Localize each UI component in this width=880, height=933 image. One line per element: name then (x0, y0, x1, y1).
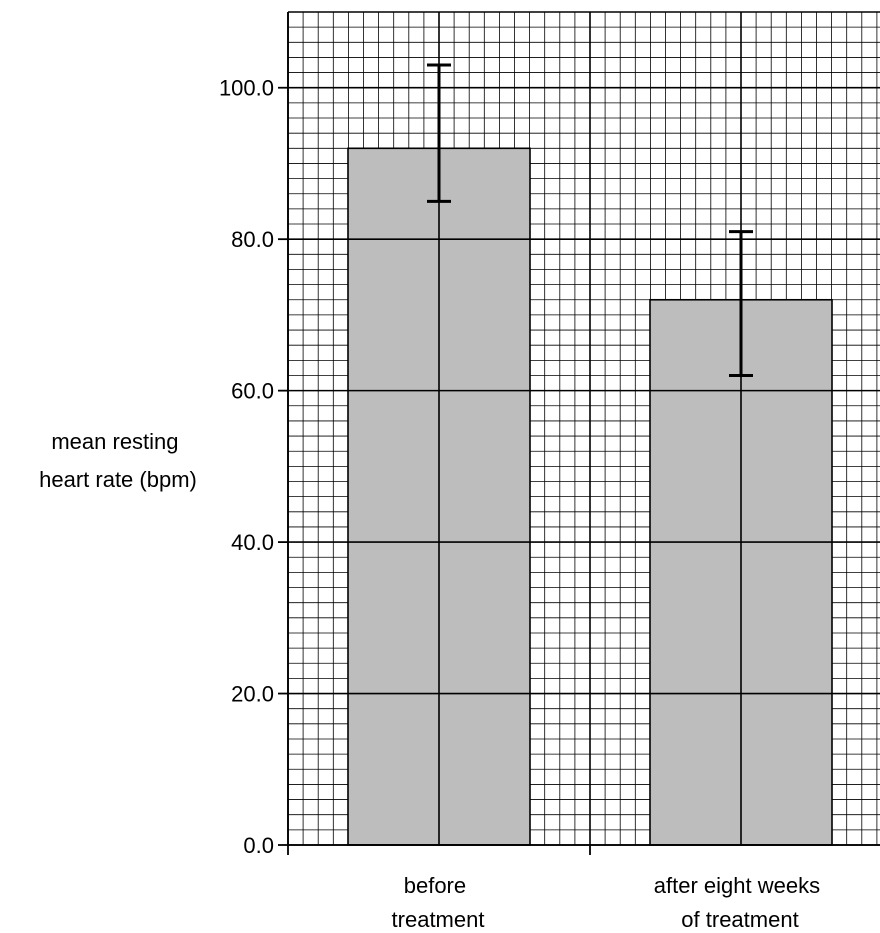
y-tick-label: 40.0 (231, 530, 274, 555)
category-label-line: treatment (392, 907, 485, 932)
y-tick-label: 80.0 (231, 227, 274, 252)
y-axis-label-line-2: heart rate (bpm) (39, 467, 197, 492)
category-label-line: of treatment (681, 907, 798, 932)
category-label-before: before treatment (392, 873, 485, 932)
category-label-after: after eight weeks of treatment (654, 873, 826, 932)
y-tick-label: 20.0 (231, 682, 274, 707)
y-tick-label: 100.0 (219, 76, 274, 101)
category-label-line: before (404, 873, 466, 898)
axes (278, 12, 880, 855)
y-axis-label: mean resting heart rate (bpm) (39, 429, 197, 492)
x-category-labels: before treatment after eight weeks of tr… (392, 873, 826, 932)
y-axis-label-line-1: mean resting (51, 429, 178, 454)
error-bars (427, 63, 753, 377)
y-tick-label: 60.0 (231, 379, 274, 404)
y-tick-label: 0.0 (243, 833, 274, 858)
y-tick-labels: 0.0 20.0 40.0 60.0 80.0 100.0 (219, 76, 274, 858)
category-label-line: after eight weeks (654, 873, 820, 898)
